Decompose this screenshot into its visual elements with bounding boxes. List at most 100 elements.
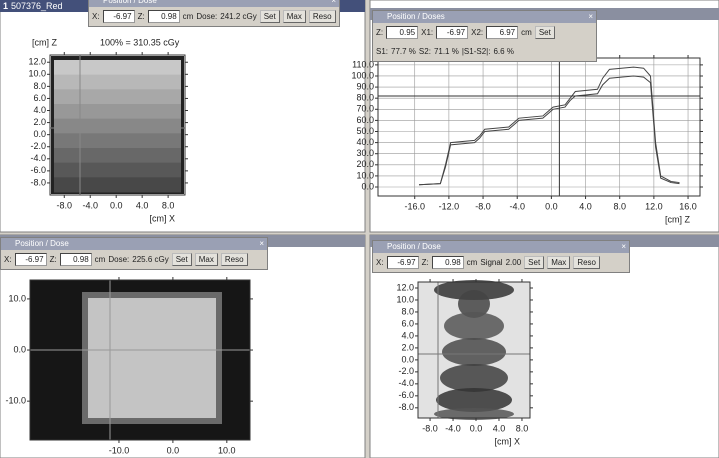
film-blob bbox=[440, 364, 508, 392]
dose-band bbox=[54, 119, 181, 134]
field-label: X1: bbox=[421, 28, 433, 37]
toolbar-title: Position / Dose bbox=[103, 0, 339, 7]
y-tick-label: 2.0 bbox=[33, 117, 46, 127]
x-tick-label: 8.0 bbox=[162, 200, 175, 210]
field-label: Z: bbox=[376, 28, 383, 37]
toolbar-button[interactable]: Set bbox=[172, 253, 192, 266]
x-tick-label: 4.0 bbox=[136, 200, 149, 210]
y-tick-label: 90.0 bbox=[356, 81, 374, 91]
field-input[interactable]: -6.97 bbox=[387, 256, 419, 269]
field-label: Signal bbox=[480, 258, 502, 267]
y-tick-label: 10.0 bbox=[396, 294, 414, 304]
y-tick-label: -6.0 bbox=[30, 165, 46, 175]
y-tick-label: 10.0 bbox=[28, 69, 46, 79]
dose-band bbox=[54, 104, 181, 119]
x-tick-label: -10.0 bbox=[109, 445, 130, 455]
y-tick-label: 60.0 bbox=[356, 115, 374, 125]
y-axis-label: [cm] Z bbox=[32, 37, 57, 47]
y-tick-label: 40.0 bbox=[356, 137, 374, 147]
y-tick-label: 8.0 bbox=[401, 306, 414, 316]
field-input[interactable]: -6.97 bbox=[15, 253, 47, 266]
field-label: S2: bbox=[419, 47, 431, 56]
x-tick-label: 8.0 bbox=[516, 423, 529, 433]
plots: 12.010.08.06.04.02.00.0-2.0-4.0-6.0-8.0-… bbox=[0, 0, 719, 458]
film-blob bbox=[444, 312, 504, 340]
x-tick-label: 0.0 bbox=[470, 423, 483, 433]
toolbar-title-bar: Position / Dose× bbox=[89, 0, 339, 7]
toolbar-row: S1:77.7 %S2:71.1 %|S1-S2|:6.6 % bbox=[373, 42, 596, 61]
toolbar-button[interactable]: Set bbox=[524, 256, 544, 269]
toolbar-button[interactable]: Max bbox=[547, 256, 570, 269]
y-tick-label: 10.0 bbox=[356, 170, 374, 180]
y-tick-label: -4.0 bbox=[398, 378, 414, 388]
toolbar-button[interactable]: Max bbox=[195, 253, 218, 266]
toolbar-button[interactable]: Reso bbox=[573, 256, 600, 269]
dose-band bbox=[54, 133, 181, 148]
film-blob bbox=[442, 338, 506, 366]
y-tick-label: 110.0 bbox=[352, 59, 374, 69]
y-tick-label: 80.0 bbox=[356, 93, 374, 103]
close-button[interactable]: × bbox=[621, 241, 626, 253]
y-tick-label: 100.0 bbox=[351, 70, 374, 80]
close-button[interactable]: × bbox=[331, 0, 336, 7]
close-button[interactable]: × bbox=[588, 11, 593, 23]
toolbar-window: Position / Doses×Z:0.95X1:-6.97X2:6.97cm… bbox=[372, 10, 597, 62]
x-tick-label: 0.0 bbox=[110, 200, 123, 210]
field-label: Z: bbox=[138, 12, 145, 21]
toolbar-window: Position / Dose×X:-6.97Z:0.98cmDose:241.… bbox=[88, 0, 340, 27]
x-axis-label: [cm] Z bbox=[665, 214, 690, 224]
field-label: 6.6 % bbox=[493, 47, 513, 56]
toolbar-button[interactable]: Set bbox=[535, 26, 555, 39]
field-input[interactable]: 0.98 bbox=[148, 10, 180, 23]
y-tick-label: 70.0 bbox=[356, 104, 374, 114]
field-input[interactable]: -6.97 bbox=[103, 10, 135, 23]
close-button[interactable]: × bbox=[259, 238, 264, 250]
x-tick-label: 10.0 bbox=[218, 445, 236, 455]
field-label: |S1-S2|: bbox=[462, 47, 491, 56]
field-label: cm bbox=[467, 258, 478, 267]
field-input[interactable]: 0.95 bbox=[386, 26, 418, 39]
toolbar-button[interactable]: Max bbox=[283, 10, 306, 23]
x-tick-label: -8.0 bbox=[422, 423, 438, 433]
toolbar-button[interactable]: Set bbox=[260, 10, 280, 23]
toolbar-title: Position / Dose bbox=[15, 238, 267, 250]
y-tick-label: 20.0 bbox=[356, 159, 374, 169]
screen: 12.010.08.06.04.02.00.0-2.0-4.0-6.0-8.0-… bbox=[0, 0, 719, 458]
y-tick-label: -2.0 bbox=[30, 141, 46, 151]
toolbar-button[interactable]: Reso bbox=[221, 253, 248, 266]
y-tick-label: 8.0 bbox=[33, 81, 46, 91]
dose-band bbox=[54, 163, 181, 178]
x-tick-label: 16.0 bbox=[679, 201, 697, 211]
y-tick-label: 4.0 bbox=[401, 330, 414, 340]
y-tick-label: -4.0 bbox=[30, 153, 46, 163]
toolbar-button[interactable]: Reso bbox=[309, 10, 336, 23]
field-label: cm bbox=[521, 28, 532, 37]
field-label: X: bbox=[376, 258, 384, 267]
x-tick-label: 12.0 bbox=[645, 201, 663, 211]
field-input[interactable]: -6.97 bbox=[436, 26, 468, 39]
x-tick-label: -4.0 bbox=[445, 423, 461, 433]
field-label: 2.00 bbox=[506, 258, 522, 267]
x-tick-label: -8.0 bbox=[475, 201, 491, 211]
y-tick-label: 12.0 bbox=[28, 57, 46, 67]
x-axis-label: [cm] X bbox=[494, 436, 520, 446]
y-tick-label: 0.0 bbox=[13, 344, 26, 354]
toolbar-row: Z:0.95X1:-6.97X2:6.97cmSet bbox=[373, 23, 596, 42]
y-tick-label: -6.0 bbox=[398, 390, 414, 400]
field-input[interactable]: 6.97 bbox=[486, 26, 518, 39]
x-tick-label: 4.0 bbox=[493, 423, 506, 433]
x-tick-label: -4.0 bbox=[509, 201, 525, 211]
field-label: Dose: bbox=[196, 12, 217, 21]
toolbar-title-bar: Position / Dose× bbox=[1, 238, 267, 250]
field-label: X: bbox=[4, 255, 12, 264]
field-label: X: bbox=[92, 12, 100, 21]
field-label: Z: bbox=[422, 258, 429, 267]
field-input[interactable]: 0.98 bbox=[432, 256, 464, 269]
field-label: 225.6 cGy bbox=[132, 255, 168, 264]
field-input[interactable]: 0.98 bbox=[60, 253, 92, 266]
dose-band bbox=[54, 75, 181, 90]
x-axis-label: [cm] X bbox=[149, 213, 175, 223]
